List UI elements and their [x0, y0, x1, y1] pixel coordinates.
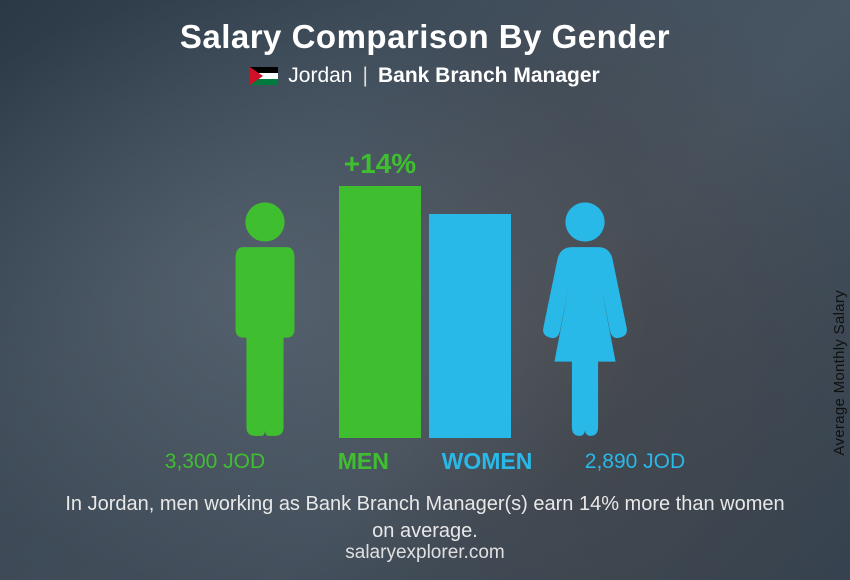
footer-attribution: salaryexplorer.com — [345, 542, 504, 564]
woman-icon — [530, 198, 640, 438]
men-bar-column: +14% — [335, 148, 425, 438]
women-salary-label: 2,890 JOD — [565, 450, 705, 474]
women-gender-label: WOMEN — [442, 448, 532, 475]
men-salary-label: 3,300 JOD — [145, 450, 285, 474]
subtitle-row: Jordan | Bank Branch Manager — [250, 64, 599, 88]
women-bar-column — [425, 148, 515, 438]
men-icon-column — [195, 198, 335, 438]
women-bar — [429, 214, 511, 438]
y-axis-label: Average Monthly Salary — [832, 290, 849, 456]
caption-text: In Jordan, men working as Bank Branch Ma… — [65, 491, 785, 545]
men-bar — [339, 186, 421, 438]
page-title: Salary Comparison By Gender — [180, 18, 670, 56]
role-label: Bank Branch Manager — [378, 64, 600, 88]
man-icon — [210, 198, 320, 438]
labels-row: 3,300 JOD MEN WOMEN 2,890 JOD — [145, 448, 705, 475]
men-gender-label: MEN — [318, 448, 408, 475]
chart-area: +14% — [145, 108, 705, 438]
country-label: Jordan — [288, 64, 352, 88]
jordan-flag-icon — [250, 67, 278, 85]
infographic-container: Salary Comparison By Gender Jordan | Ban… — [0, 0, 850, 580]
subtitle-separator: | — [363, 64, 368, 88]
pct-difference-label: +14% — [344, 148, 416, 180]
women-icon-column — [515, 198, 655, 438]
